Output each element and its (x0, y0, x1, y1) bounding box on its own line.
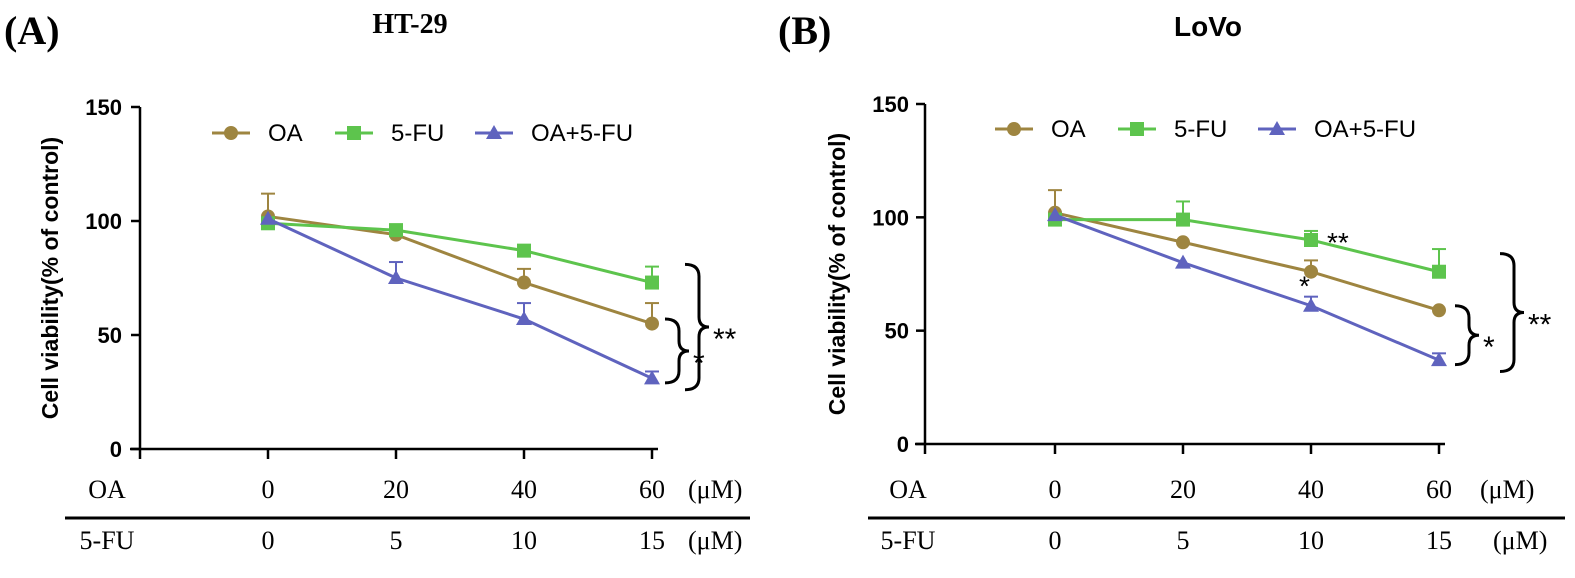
series-line-oa-5-fu (1054, 213, 1440, 362)
y-tick-label: 0 (897, 432, 909, 457)
legend-marker (1007, 122, 1021, 136)
data-point (1432, 303, 1446, 318)
x-tick-label: 0 (262, 526, 275, 555)
x-tick-label: 20 (1170, 475, 1196, 504)
x-tick-label: 5 (1177, 526, 1190, 555)
significance-bracket (684, 262, 710, 392)
x-tick-label: 15 (639, 526, 665, 555)
data-point (1047, 207, 1063, 222)
data-point (1432, 264, 1446, 279)
legend-marker (1130, 122, 1144, 136)
data-point (644, 370, 660, 385)
legend-marker (224, 126, 238, 140)
y-axis-label: Cell viability(% of control) (37, 137, 63, 419)
x-row-label-oa: OA (889, 475, 927, 504)
significance-bracket (1499, 252, 1525, 373)
legend-marker (486, 125, 502, 139)
x-tick-label: 40 (511, 475, 537, 504)
data-point (1304, 233, 1318, 247)
y-tick-label: 150 (85, 95, 122, 120)
data-point (645, 275, 659, 290)
series-line-oa (267, 214, 653, 326)
data-point (517, 243, 531, 258)
x-row-label-oa: OA (88, 475, 126, 504)
data-point (1303, 297, 1319, 312)
data-point (388, 270, 404, 284)
x-tick-label: 60 (1426, 475, 1452, 504)
x-tick-label: 0 (1049, 475, 1062, 504)
x-tick-label: 15 (1426, 526, 1452, 555)
x-tick-label: 10 (1298, 526, 1324, 555)
legend-label: OA+5-FU (531, 120, 633, 147)
x-tick-label: 0 (262, 475, 275, 504)
y-tick-label: 50 (885, 319, 909, 344)
y-tick-label: 50 (98, 323, 122, 348)
legend-label: OA+5-FU (1314, 116, 1416, 143)
data-point (1304, 264, 1318, 279)
legend-marker (347, 126, 361, 140)
series-line-5-fu (267, 221, 653, 285)
data-point (389, 223, 403, 238)
data-point (517, 275, 531, 290)
x-tick-label: 40 (1298, 475, 1324, 504)
significance-mark: ** (1528, 309, 1552, 342)
significance-mark: ** (1327, 227, 1349, 258)
x-tick-label: 20 (383, 475, 409, 504)
x-unit-label: (μM) (1480, 475, 1534, 504)
data-point (260, 210, 276, 225)
significance-bracket (664, 317, 690, 385)
x-tick-label: 5 (390, 526, 403, 555)
legend-marker (1269, 121, 1285, 135)
x-tick-label: 10 (511, 526, 537, 555)
data-point (1176, 212, 1190, 227)
data-point (1431, 352, 1447, 367)
legend-label: OA (268, 120, 303, 147)
legend-label: 5-FU (1174, 116, 1227, 143)
y-axis-label: Cell viability(% of control) (824, 133, 850, 415)
significance-mark: * (1299, 271, 1310, 302)
legend-label: OA (1051, 116, 1086, 143)
y-tick-label: 100 (85, 209, 122, 234)
x-tick-label: 60 (639, 475, 665, 504)
series-line-oa-5-fu (267, 217, 653, 380)
significance-bracket (1454, 304, 1480, 367)
significance-mark: * (1483, 331, 1495, 364)
x-unit-label: (μM) (1493, 526, 1547, 555)
panel-label: (B) (778, 8, 831, 53)
panel-label: (A) (4, 8, 60, 53)
x-row-label-5fu: 5-FU (80, 526, 135, 555)
series-line-5-fu (1055, 218, 1440, 274)
data-point (645, 316, 659, 331)
series-line-oa (1054, 211, 1440, 312)
x-row-label-5fu: 5-FU (881, 526, 936, 555)
x-unit-label: (μM) (688, 526, 742, 555)
y-tick-label: 100 (872, 205, 909, 230)
data-point (1175, 254, 1191, 269)
chart-title: HT-29 (372, 9, 447, 40)
significance-mark: ** (713, 323, 737, 356)
y-tick-label: 150 (872, 92, 909, 117)
x-unit-label: (μM) (688, 475, 742, 504)
legend-label: 5-FU (391, 120, 444, 147)
x-tick-label: 0 (1049, 526, 1062, 555)
data-point (1176, 235, 1190, 250)
chart-title: LoVo (1174, 11, 1242, 42)
y-tick-label: 0 (110, 437, 122, 462)
data-point (516, 311, 532, 326)
